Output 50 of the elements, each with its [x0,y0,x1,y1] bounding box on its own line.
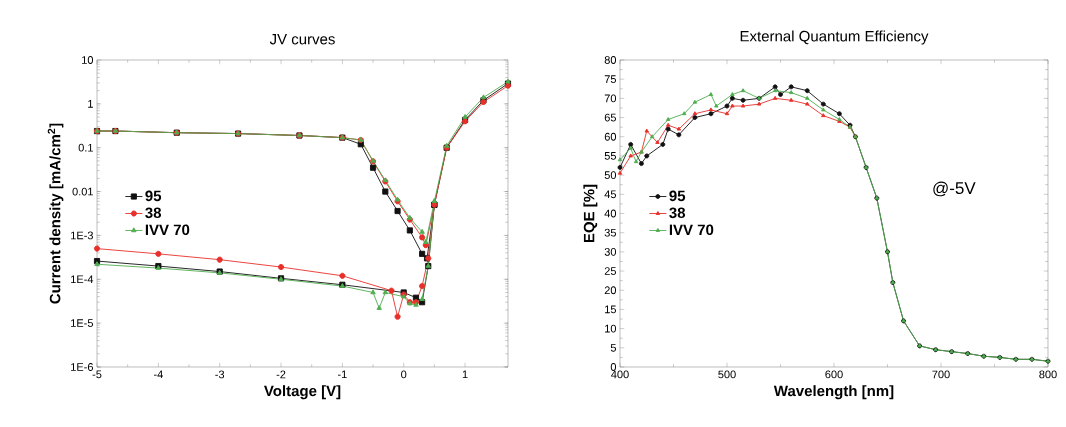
x-tick-label: 0 [401,370,407,379]
y-tick-label: 20 [604,286,617,295]
y-tick-label: 1E-4 [71,275,94,284]
y-tick-label: 0.1 [78,143,93,152]
x-tick-label: 600 [825,370,843,379]
x-tick-label: -1 [337,370,347,379]
y-tick-label: 0.01 [72,187,93,196]
y-tick-label: 35 [604,228,616,237]
x-axis-title: Wavelength [nm] [773,385,894,400]
y-tick-label: 40 [604,209,617,218]
x-tick-label: -4 [153,370,163,379]
y-tick-label: 10 [605,324,617,333]
y-tick-label: 75 [604,75,616,84]
x-tick-label: 500 [718,370,736,379]
legend-label: 95 [145,190,162,202]
y-tick-label: 1E-6 [71,363,93,371]
chart-title: External Quantum Efficiency [740,30,929,45]
y-tick-label: 65 [604,113,616,122]
x-axis-title: Voltage [V] [264,385,341,400]
x-tick-label: 800 [1039,370,1057,379]
y-tick-label: 5 [610,343,616,352]
legend-label: 95 [669,190,686,202]
y-tick-label: 55 [604,152,616,160]
y-tick-label: 10 [82,56,94,64]
y-tick-label: 45 [604,190,616,199]
legend-label: 38 [145,207,162,219]
legend-label: 38 [669,207,686,219]
y-tick-label: 1E-3 [71,231,93,240]
y-axis-title: EQE [%] [583,184,598,243]
y-axis-title: Current density [mA/cm$^{2}$] [47,123,64,304]
annotation: @-5V [933,181,976,197]
x-tick-label: -2 [276,370,286,379]
y-tick-label: 60 [604,132,617,141]
y-tick-label: 70 [604,94,617,103]
y-tick-label: 1 [88,100,93,108]
chart-title: JV curves [269,33,335,45]
y-tick-label: 15 [605,305,616,314]
x-tick-label: -5 [92,370,102,379]
legend-label: IVV 70 [669,224,714,236]
y-tick-label: 1E-5 [71,319,93,327]
legend-label: IVV 70 [145,224,190,236]
y-tick-label: 50 [604,171,617,180]
x-tick-label: 400 [611,370,629,379]
y-tick-label: 0 [610,363,617,371]
y-tick-label: 25 [604,267,616,275]
x-tick-label: 1 [462,370,468,379]
y-tick-label: 80 [604,56,617,64]
x-tick-label: -3 [215,370,225,379]
y-tick-label: 30 [604,247,617,256]
x-tick-label: 700 [932,370,950,379]
